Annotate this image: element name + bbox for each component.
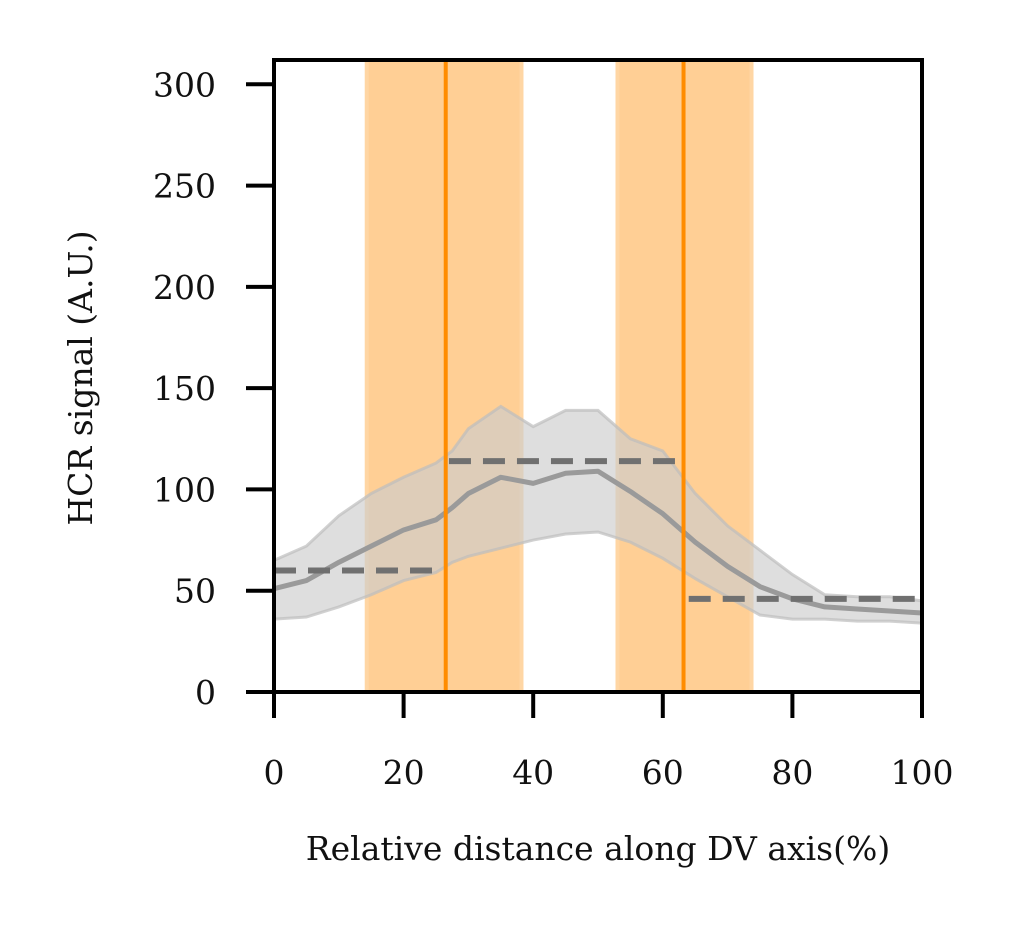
- x-tick-label-40: 40: [512, 753, 554, 792]
- x-tick-label-80: 80: [771, 753, 813, 792]
- y-tick-label-150: 150: [153, 369, 216, 408]
- mean-line-path: [273, 468, 923, 616]
- boundary-lines: [443, 60, 686, 692]
- y-tick-label-200: 200: [153, 268, 216, 307]
- y-tick-label-250: 250: [153, 167, 216, 206]
- y-tick-label-0: 0: [195, 673, 216, 712]
- x-tick-label-20: 20: [383, 753, 425, 792]
- y-axis-label: HCR signal (A.U.): [61, 230, 100, 525]
- x-tick-label-0: 0: [264, 753, 285, 792]
- y-axis-ticks: 0 50 100 150 200 250 300: [153, 65, 274, 712]
- range-band-lower-edge: [273, 530, 923, 625]
- x-tick-label-60: 60: [642, 753, 684, 792]
- range-band-upper-edge: [273, 404, 923, 603]
- range-band-fill: [274, 406, 922, 624]
- y-tick-label-100: 100: [153, 470, 216, 509]
- x-tick-label-100: 100: [891, 753, 954, 792]
- step-segments: [274, 458, 922, 602]
- plot-frame: [272, 58, 924, 694]
- y-tick-label-300: 300: [153, 65, 216, 104]
- signal-range-band: [273, 404, 923, 625]
- mean-signal-line: [273, 468, 923, 616]
- x-axis-ticks: 0 20 40 60 80 100: [264, 692, 954, 792]
- y-tick-label-50: 50: [174, 572, 216, 611]
- x-axis-label: Relative distance along DV axis(%): [306, 829, 890, 868]
